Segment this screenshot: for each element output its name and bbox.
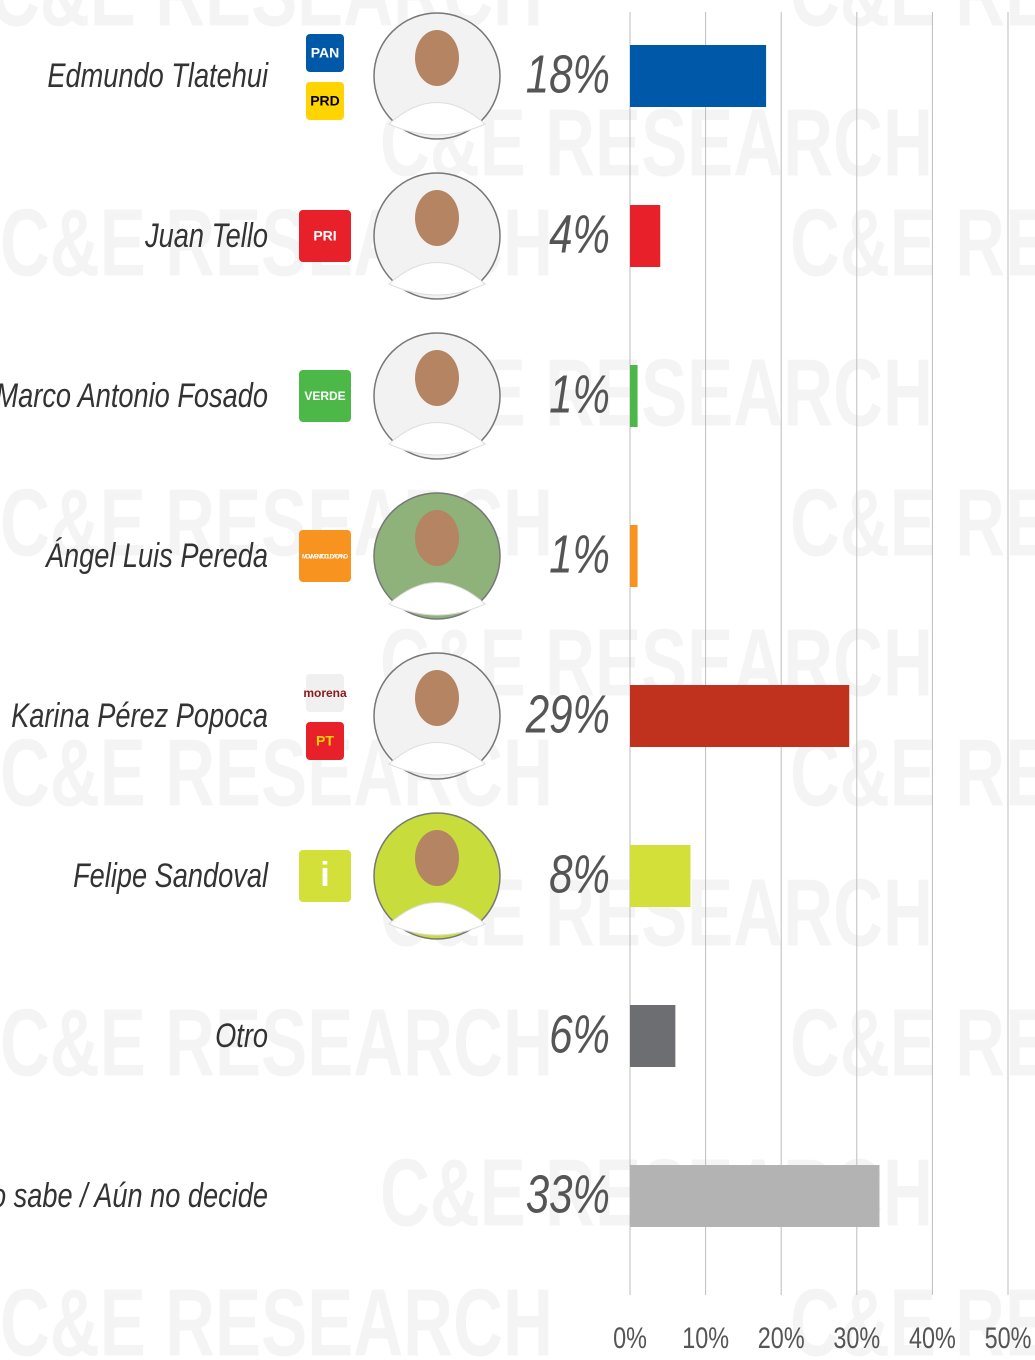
photo-body — [388, 582, 486, 616]
value-label: 29% — [525, 684, 610, 744]
bar — [630, 45, 767, 107]
photo-head — [415, 350, 459, 406]
photo-head — [415, 670, 459, 726]
category-label: Ángel Luis Pereda — [44, 536, 268, 575]
party-logo — [299, 210, 351, 262]
category-label: Otro — [215, 1016, 268, 1055]
party-logo — [299, 850, 351, 902]
party-logo-label: VERDE — [304, 389, 345, 403]
x-tick-label: 40% — [909, 1321, 956, 1354]
category-label: Juan Tello — [144, 216, 268, 255]
value-label: 1% — [549, 364, 610, 424]
party-logo — [299, 370, 351, 422]
party-logo-label: PT — [316, 733, 334, 749]
x-tick-label: 30% — [833, 1321, 880, 1354]
party-logo — [306, 674, 344, 712]
x-tick-label: 10% — [682, 1321, 729, 1354]
photo-body — [388, 422, 486, 456]
party-logo-label: i — [320, 856, 329, 894]
party-logo-label: PAN — [311, 45, 340, 61]
bar — [630, 205, 661, 267]
x-tick-label: 50% — [985, 1321, 1032, 1354]
party-logo — [306, 34, 344, 72]
bar — [630, 845, 691, 907]
value-label: 4% — [549, 204, 610, 264]
bar — [630, 1005, 676, 1067]
category-label: Edmundo Tlatehui — [47, 56, 269, 95]
party-logo — [306, 82, 344, 120]
photo-body — [388, 102, 486, 136]
photo-head — [415, 30, 459, 86]
watermark: C&E RESEARCH — [790, 188, 1035, 296]
photo-body — [388, 902, 486, 936]
photo-body — [388, 262, 486, 296]
bar — [630, 365, 638, 427]
value-label: 33% — [526, 1164, 610, 1224]
photo-body — [388, 742, 486, 776]
photo-head — [415, 190, 459, 246]
category-label: Karina Pérez Popoca — [11, 696, 268, 735]
watermark: C&E RESEARCH — [790, 988, 1035, 1096]
bar — [630, 1165, 880, 1227]
watermark: C&E RESEARCH — [0, 1268, 553, 1360]
photo-head — [415, 510, 459, 566]
bar — [630, 685, 850, 747]
category-label: Marco Antonio Fosado — [0, 376, 268, 415]
watermark: C&E RESEARCH — [790, 0, 1035, 46]
watermark: C&E RESEARCH — [790, 468, 1035, 576]
watermark: C&E RESEARCH — [790, 1268, 1035, 1360]
value-label: 6% — [549, 1004, 610, 1064]
x-tick-label: 20% — [758, 1321, 805, 1354]
value-label: 1% — [549, 524, 610, 584]
x-tick-label: 0% — [613, 1321, 647, 1354]
category-label: Felipe Sandoval — [73, 856, 269, 895]
party-logo-label: PRD — [310, 93, 340, 109]
value-label: 18% — [526, 44, 610, 104]
party-logo-label: MOVIMIENTO CIUDADANO — [302, 555, 348, 561]
value-label: 8% — [549, 844, 610, 904]
party-logo — [306, 722, 344, 760]
party-logo — [299, 530, 351, 582]
bar — [630, 525, 638, 587]
rows: Edmundo Tlatehui 18% PAN PRD Juan Tello 4% PRI… — [0, 12, 880, 1227]
category-label: No sabe / Aún no decide — [0, 1176, 268, 1215]
party-logo-label: morena — [303, 686, 347, 700]
watermark: C&E RESEARCH — [0, 988, 553, 1096]
photo-head — [415, 830, 459, 886]
party-logo-label: PRI — [313, 228, 336, 244]
grid: 0% 10% 20% 30% 40% 50% — [613, 12, 1031, 1355]
